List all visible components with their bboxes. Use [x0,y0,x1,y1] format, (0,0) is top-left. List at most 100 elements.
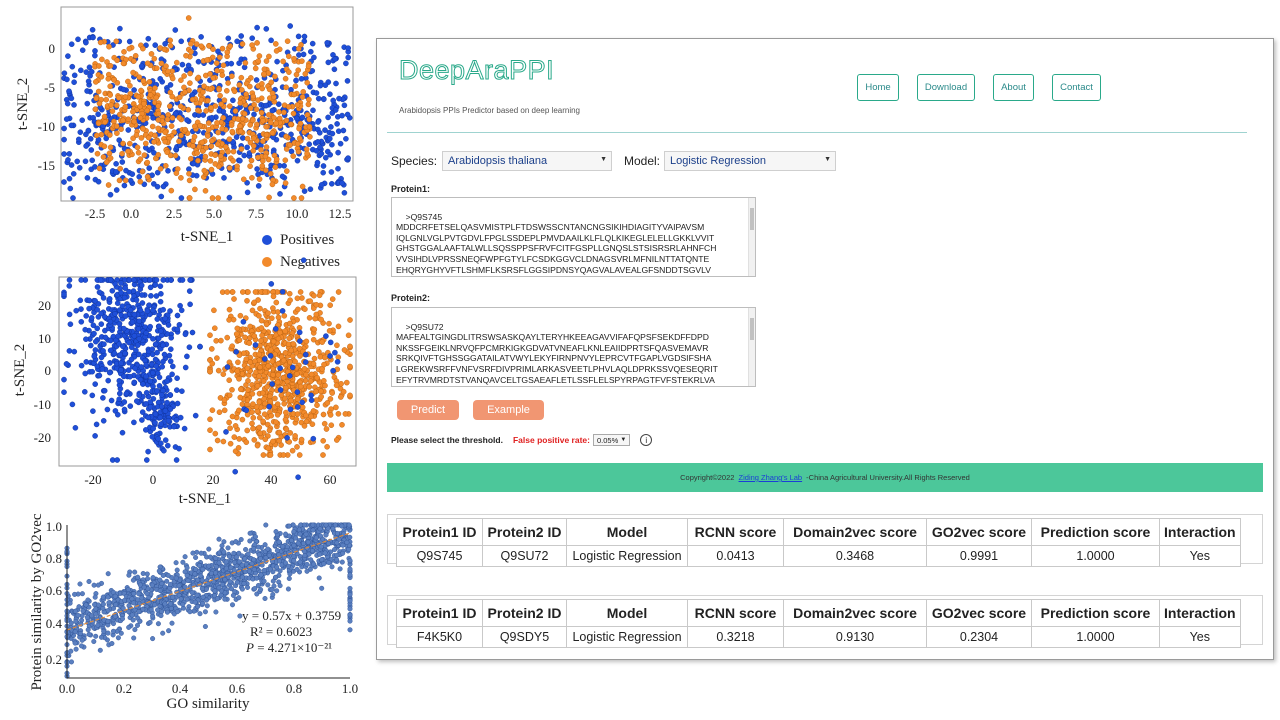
scatter-point [238,87,245,93]
scatter-point [131,333,138,339]
scatter-point [328,180,335,187]
model-select[interactable]: Logistic Regression ▼ [664,151,836,171]
scatter-point [311,561,317,567]
scatter-point [85,627,91,633]
scatter-point [109,640,115,646]
scatter-point [310,527,316,533]
scatter-point [291,542,297,548]
scatter-point [323,426,330,432]
scatter-point [250,117,256,124]
footer-lab-link[interactable]: Ziding Zhang's Lab [738,473,803,482]
scatter-point [180,601,186,607]
nav-about-button[interactable]: About [993,74,1034,101]
scatter-point [95,582,101,588]
scatter-point [107,337,114,344]
scatter-point [187,609,193,615]
scatter-point [170,594,176,600]
scatter-point [257,364,263,371]
scatter-point [100,594,106,600]
scatter-point [213,564,219,570]
go-fit-line [66,532,351,631]
scatter-point [239,41,246,47]
scatter-point [222,143,229,150]
scatter-point [347,585,353,591]
scatter-point [273,48,280,54]
scatter-point [233,554,239,560]
scatter-point [72,591,78,597]
scatter-point [162,41,168,47]
scatter-point [144,173,151,180]
scatter-point [216,536,222,542]
scatter-point [154,183,161,190]
protein1-label: Protein1: [391,184,431,194]
scatter-point [270,305,276,311]
protein2-scrollbar[interactable] [748,308,755,386]
scatter-point [251,566,257,572]
scatter-point [283,409,289,416]
scatter-point [269,587,275,593]
scatter-point [78,319,85,325]
scatter-point [305,539,311,545]
app-logo[interactable]: DeepAraPPI [398,55,555,86]
scatter-point [139,168,146,175]
scatter-point [265,582,271,588]
scatter-point [207,446,213,453]
tick-label: 0.0 [123,206,139,221]
species-select[interactable]: Arabidopsis thaliana ▼ [442,151,612,171]
scatter-point [141,181,148,188]
scatter-point [282,384,289,391]
table-cell: Q9SU72 [482,545,567,567]
nav-contact-button[interactable]: Contact [1052,74,1101,101]
scatter-point [327,339,334,346]
scatter-point [122,94,129,100]
tick-label: 10 [38,331,51,346]
nav-download-button[interactable]: Download [917,74,975,101]
protein1-scroll-thumb[interactable] [750,208,754,230]
scatter-point [126,572,132,578]
scatter-point [327,412,334,418]
scatter-point [293,416,300,423]
scatter-point [285,53,292,60]
scatter-point [347,598,353,604]
scatter-point [176,583,182,589]
scatter-point [247,105,254,111]
scatter-point [198,96,205,103]
scatter-point [153,293,160,299]
scatter-point [107,83,113,90]
scatter-point [316,575,322,581]
scatter-point [232,108,239,114]
example-button[interactable]: Example [473,400,544,420]
scatter-point [347,317,353,323]
scatter-point [302,351,309,358]
scatter-point [224,364,231,370]
info-icon[interactable]: i [640,434,653,446]
predict-button[interactable]: Predict [397,400,459,420]
scatter-point [252,342,259,348]
go-scatter-points [64,522,353,679]
scatter-point [157,328,164,335]
protein1-sequence-textarea[interactable]: >Q9S745 MDDCRFETSELQASVMISTPLFTDSWSSCNTA… [391,197,756,277]
scatter-point [327,91,333,97]
fpr-select[interactable]: 0.05% ▼ [592,434,631,446]
scatter-point [173,59,180,66]
nav-home-button[interactable]: Home [857,74,899,101]
scatter-point [216,108,223,114]
scatter-point [135,574,141,580]
protein2-label: Protein2: [391,293,431,303]
protein2-sequence-textarea[interactable]: >Q9SU72 MAFEALTGINGDLITRSWSASKQAYLTERYHK… [391,307,756,387]
scatter-point [294,404,301,410]
scatter-point [121,49,127,55]
scatter-point [119,616,125,622]
scatter-point [220,115,226,121]
scatter-point [127,403,134,409]
scatter-point [86,631,92,637]
scatter-point [306,315,313,321]
scatter-point [325,59,332,66]
protein1-scrollbar[interactable] [748,198,755,276]
tick-label: 0.6 [46,583,63,598]
protein2-scroll-thumb[interactable] [750,318,754,340]
scatter-point [201,167,208,174]
scatter-point [273,529,279,535]
tick-label: 0.8 [286,681,302,696]
scatter-point [244,179,250,186]
